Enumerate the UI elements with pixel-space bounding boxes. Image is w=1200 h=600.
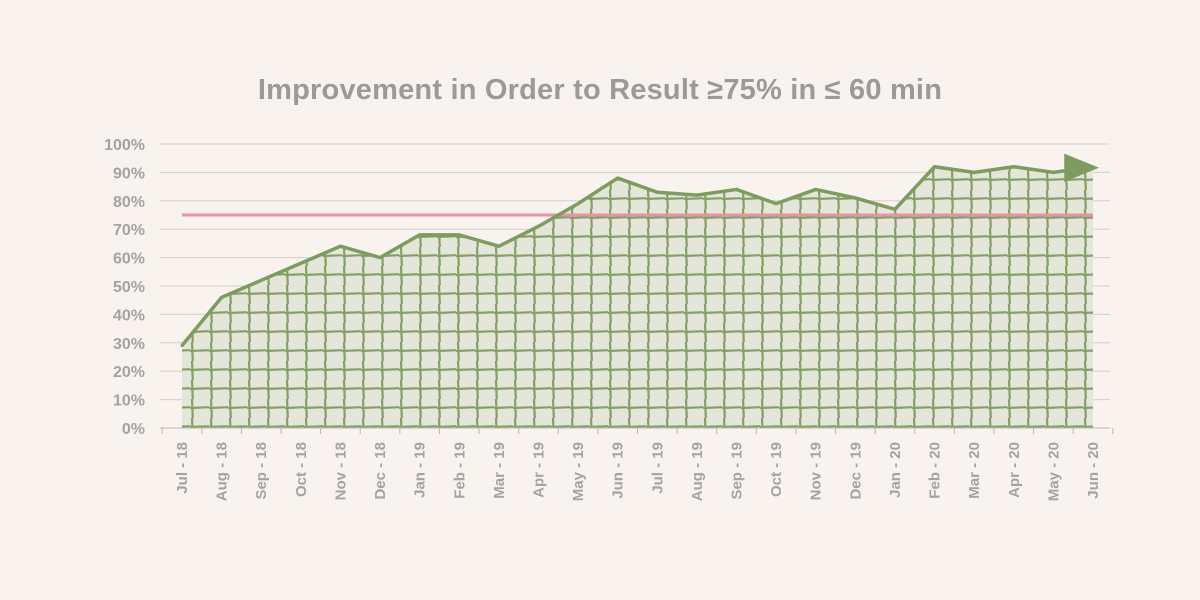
x-tick-label: Apr - 19	[530, 442, 547, 498]
data-point	[338, 244, 342, 248]
data-point	[299, 261, 303, 265]
y-tick-label: 30%	[113, 336, 145, 353]
y-tick-label: 50%	[113, 279, 145, 296]
x-tick-label: Sep - 19	[729, 442, 746, 500]
x-tick-label: Dec - 19	[847, 442, 864, 500]
x-tick-label: Jul - 18	[174, 442, 191, 494]
x-tick-label: Oct - 18	[293, 442, 310, 497]
data-point	[695, 193, 699, 197]
x-tick-label: Dec - 18	[372, 442, 389, 500]
y-tick-label: 40%	[113, 307, 145, 324]
data-point	[497, 244, 501, 248]
data-point	[774, 202, 778, 206]
data-point	[972, 170, 976, 174]
data-point	[418, 233, 422, 237]
y-tick-label: 20%	[113, 364, 145, 381]
x-tick-label: Jun - 19	[610, 442, 627, 499]
data-point	[576, 202, 580, 206]
data-point	[1051, 170, 1055, 174]
x-tick-label: Feb - 20	[927, 442, 944, 499]
data-point	[933, 165, 937, 169]
x-tick-label: Mar - 19	[491, 442, 508, 499]
data-point	[893, 207, 897, 211]
data-point	[220, 295, 224, 299]
data-point	[180, 344, 184, 348]
y-tick-label: 80%	[113, 194, 145, 211]
x-tick-label: Mar - 20	[966, 442, 983, 499]
x-tick-label: May - 20	[1045, 442, 1062, 501]
area-fill	[182, 166, 1093, 428]
y-tick-label: 10%	[113, 393, 145, 410]
x-tick-label: Sep - 18	[253, 442, 270, 500]
x-tick-label: Oct - 19	[768, 442, 785, 497]
y-tick-label: 0%	[122, 421, 145, 438]
series-line	[180, 164, 1094, 347]
x-tick-label: Apr - 20	[1006, 442, 1023, 498]
x-tick-label: Aug - 18	[214, 442, 231, 501]
x-tick-label: Jan - 19	[412, 442, 429, 498]
data-point	[853, 196, 857, 200]
y-tick-label: 60%	[113, 251, 145, 268]
y-tick-label: 90%	[113, 165, 145, 182]
trend-arrow-icon	[1064, 153, 1099, 182]
x-tick-label: Jan - 20	[887, 442, 904, 498]
data-point	[655, 190, 659, 194]
data-point	[378, 256, 382, 260]
data-point	[1012, 165, 1016, 169]
x-tick-label: Jun - 20	[1085, 442, 1102, 499]
x-tick-label: Aug - 19	[689, 442, 706, 501]
x-tick-label: Feb - 19	[451, 442, 468, 499]
data-point	[735, 187, 739, 191]
x-tick-label: Nov - 18	[332, 442, 349, 500]
data-point	[259, 278, 263, 282]
x-tick-label: May - 19	[570, 442, 587, 501]
data-point	[814, 187, 818, 191]
y-tick-label: 100%	[104, 137, 145, 154]
data-point	[457, 233, 461, 237]
data-point	[616, 176, 620, 180]
y-tick-label: 70%	[113, 222, 145, 239]
x-tick-label: Jul - 19	[649, 442, 666, 494]
data-point	[536, 224, 540, 228]
chart-title: Improvement in Order to Result ≥75% in ≤…	[257, 74, 943, 106]
x-tick-label: Nov - 19	[808, 442, 825, 500]
